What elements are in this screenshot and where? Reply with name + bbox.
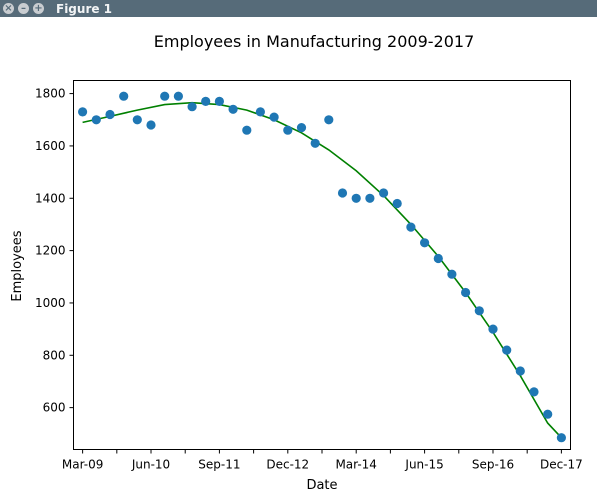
x-tick-label: Dec-17 bbox=[540, 458, 583, 472]
scatter-point bbox=[337, 188, 348, 198]
scatter-point bbox=[242, 125, 252, 135]
window-titlebar: × – + Figure 1 bbox=[0, 0, 597, 17]
scatter-point bbox=[543, 409, 553, 419]
y-axis: 600 800 1000 1200 1400 1600 1800 bbox=[35, 87, 74, 415]
scatter-point bbox=[105, 109, 115, 120]
y-tick-label: 1400 bbox=[35, 191, 66, 205]
figure-canvas: Employees in Manufacturing 2009-2017 Mar… bbox=[0, 17, 597, 496]
y-tick-label: 1000 bbox=[35, 296, 66, 310]
y-tick-label: 600 bbox=[43, 401, 66, 415]
scatter-point bbox=[228, 104, 238, 114]
scatter-point bbox=[269, 112, 279, 122]
maximize-icon[interactable]: + bbox=[33, 3, 44, 14]
scatter-point bbox=[502, 345, 512, 355]
scatter-point bbox=[146, 120, 156, 130]
scatter-point bbox=[78, 107, 88, 117]
scatter-point bbox=[365, 193, 375, 203]
scatter-point bbox=[406, 222, 416, 232]
scatter-point bbox=[433, 253, 443, 264]
plot-marks bbox=[78, 91, 567, 443]
x-tick-label: Mar-14 bbox=[335, 458, 376, 472]
y-tick-label: 1600 bbox=[35, 139, 66, 153]
scatter-point bbox=[91, 115, 101, 125]
close-icon[interactable]: × bbox=[3, 3, 14, 14]
minimize-icon[interactable]: – bbox=[18, 3, 29, 14]
scatter-point bbox=[296, 123, 307, 133]
y-axis-label: Employees bbox=[10, 230, 25, 301]
scatter-point bbox=[447, 269, 457, 279]
scatter-point bbox=[474, 306, 484, 316]
scatter-point bbox=[351, 193, 361, 203]
x-tick-label: Jun-10 bbox=[131, 458, 170, 472]
x-tick-label: Mar-09 bbox=[62, 458, 103, 472]
chart-title: Employees in Manufacturing 2009-2017 bbox=[154, 32, 475, 51]
scatter-point bbox=[461, 287, 471, 298]
y-tick-label: 800 bbox=[43, 348, 66, 362]
scatter-point bbox=[392, 198, 402, 209]
scatter-point bbox=[515, 366, 525, 376]
y-tick-label: 1200 bbox=[35, 244, 66, 258]
chart: Employees in Manufacturing 2009-2017 Mar… bbox=[10, 32, 583, 493]
scatter-point bbox=[488, 324, 498, 334]
x-tick-label: Sep-11 bbox=[198, 458, 240, 472]
scatter-point bbox=[201, 96, 211, 106]
y-tick-label: 1800 bbox=[35, 87, 66, 101]
x-tick-label: Jun-15 bbox=[404, 458, 443, 472]
scatter-point bbox=[283, 125, 293, 135]
scatter-point bbox=[160, 91, 170, 101]
plot-area bbox=[73, 80, 571, 450]
x-axis-label: Date bbox=[306, 478, 337, 493]
scatter-point bbox=[420, 238, 430, 248]
scatter-point bbox=[529, 387, 539, 397]
scatter-point bbox=[255, 107, 265, 117]
scatter-point bbox=[556, 433, 567, 443]
x-tick-label: Sep-16 bbox=[472, 458, 514, 472]
x-axis: Mar-09 Jun-10 Sep-11 Dec-12 Mar-14 Jun-15 Sep-… bbox=[62, 449, 583, 472]
scatter-point bbox=[214, 96, 224, 106]
scatter-point bbox=[187, 102, 197, 112]
scatter-point bbox=[324, 115, 334, 125]
scatter-point bbox=[173, 91, 183, 101]
window-title: Figure 1 bbox=[56, 1, 113, 16]
scatter-point bbox=[119, 91, 129, 101]
scatter-point bbox=[379, 188, 389, 198]
scatter-point bbox=[132, 115, 142, 125]
scatter-point bbox=[310, 138, 320, 148]
x-tick-label: Dec-12 bbox=[266, 458, 309, 472]
